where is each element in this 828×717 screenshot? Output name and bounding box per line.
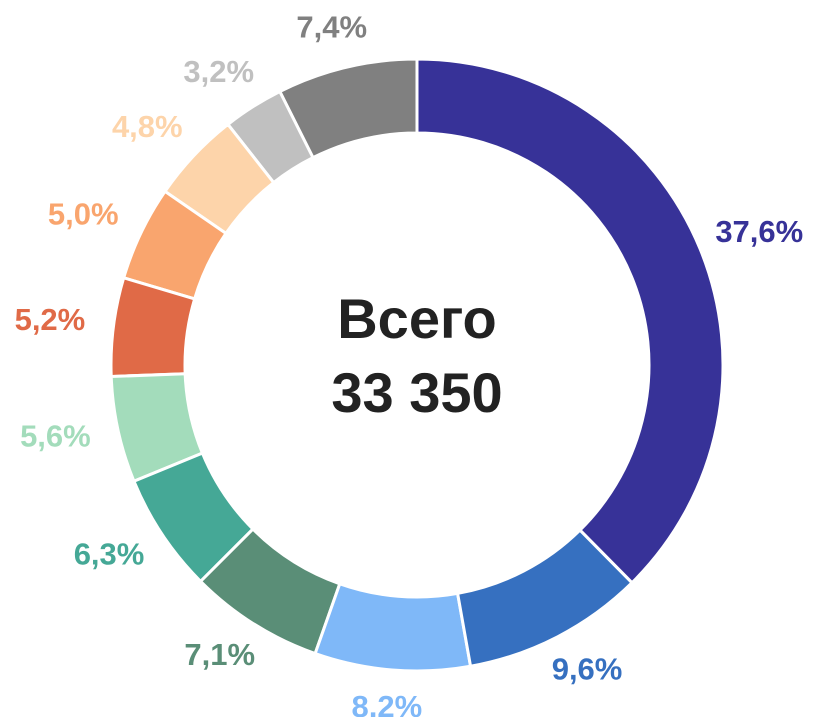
data-label: 4,8% (112, 109, 183, 144)
donut-segment (121, 189, 229, 301)
data-label: 8,2% (351, 689, 422, 717)
data-label: 7,1% (184, 637, 255, 672)
data-label: 6,3% (74, 536, 145, 571)
donut-segment (109, 275, 197, 379)
donut-segment (198, 526, 342, 656)
center-total: 33 350 (331, 361, 502, 424)
donut-segment (313, 581, 473, 673)
data-label: 5,2% (15, 302, 86, 337)
donut-segment (162, 122, 276, 236)
donut-segment (109, 372, 205, 484)
center-title: Всего (337, 287, 497, 350)
donut-segment (131, 451, 256, 584)
data-label: 5,6% (20, 418, 91, 453)
data-label: 5,0% (48, 196, 119, 231)
donut-segment (455, 527, 635, 669)
donut-segment (225, 89, 315, 185)
data-label: 37,6% (715, 214, 803, 249)
data-label: 9,6% (552, 652, 623, 687)
donut-segment (415, 57, 725, 585)
data-label: 7,4% (296, 9, 367, 44)
data-label: 3,2% (183, 54, 254, 89)
